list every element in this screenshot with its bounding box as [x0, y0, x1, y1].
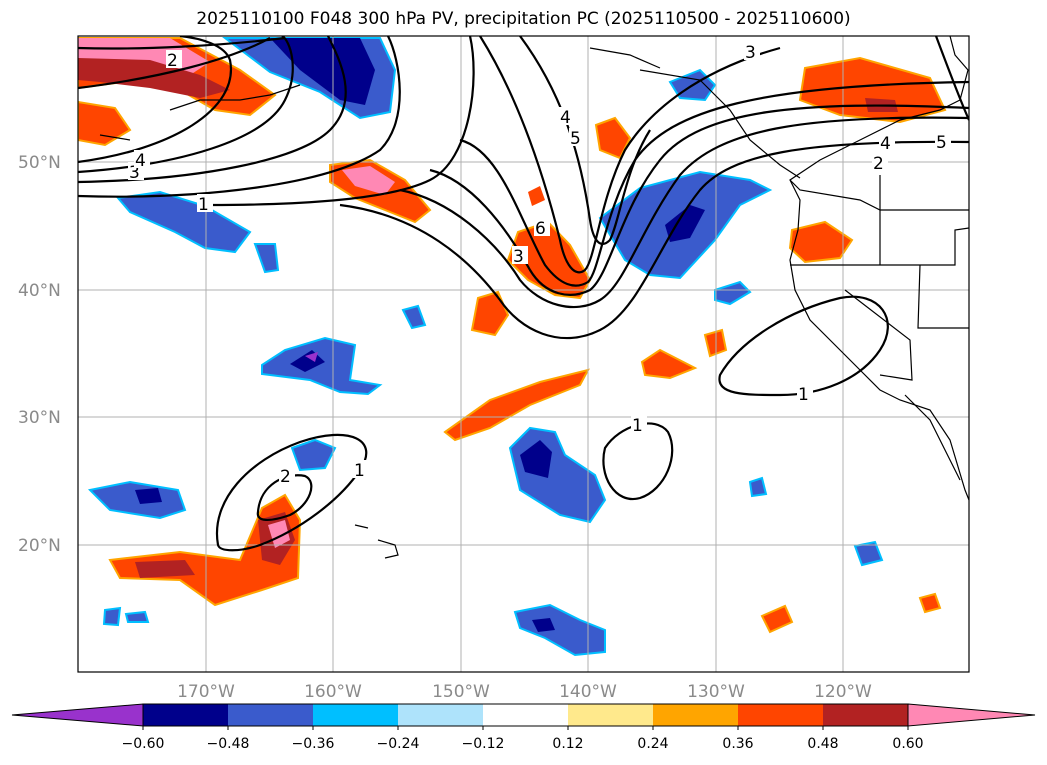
colorbar-segment: [738, 704, 823, 726]
precip-negative-14n-177w: [102, 606, 122, 627]
colorbar-segment: [228, 704, 313, 726]
precip-positive-31n-146w: [443, 368, 590, 442]
colorbar-tick-label: 0.12: [552, 736, 583, 752]
contour-label: 1: [632, 416, 643, 436]
precip-negative-13n-143w-core: [532, 618, 555, 632]
precip-negative-north-core: [270, 38, 375, 105]
colorbar-segment: [568, 704, 653, 726]
contour-label: 6: [535, 219, 546, 239]
colorbar-tick-label: −0.60: [122, 736, 165, 752]
precip-negative-27n-143w: [508, 426, 607, 524]
precip-negative-48n-170w: [116, 190, 252, 254]
precip-negative-39n-128w: [714, 280, 752, 306]
colorbar-tick-label: 0.48: [807, 736, 838, 752]
lon-label: 140°W: [559, 682, 617, 702]
colorbar-segment: [823, 704, 908, 726]
lon-label: 150°W: [432, 682, 490, 702]
colorbar-segment: [398, 704, 483, 726]
lat-label: 30°N: [18, 408, 61, 428]
precip-positive-17n-175w: [135, 560, 195, 578]
colorbar-tick-label: 0.36: [722, 736, 753, 752]
contour-label: 1: [354, 461, 365, 481]
contour-label: 2: [167, 51, 178, 71]
lon-label: 120°W: [814, 682, 872, 702]
contour-label: 1: [798, 385, 809, 405]
precip-positive-52n-160w-core: [342, 166, 395, 195]
contour-label: 3: [513, 247, 524, 267]
contour-label: 1: [198, 195, 209, 215]
coastlines: [99, 36, 969, 559]
graticule: [78, 36, 969, 672]
precip-negative-13n-143w: [513, 603, 606, 657]
precip-negative-14n-173w: [124, 610, 150, 623]
lat-label: 40°N: [18, 281, 61, 301]
precip-negative-25n-126w: [748, 476, 768, 498]
precip-positive-39n-149w: [470, 290, 510, 337]
precip-positive-trough: [506, 220, 592, 300]
precip-positive-45n-122w: [788, 220, 854, 264]
precip-negative-24n-175w: [87, 480, 187, 520]
precip-negative-47n-133w-core: [665, 205, 705, 242]
colorbar-tick-label: −0.48: [207, 736, 250, 752]
contour-label: 5: [570, 129, 581, 149]
precip-positive-34n-138w: [640, 348, 698, 380]
colorbar-extend-left: [11, 703, 144, 727]
lon-label: 160°W: [304, 682, 362, 702]
precip-negative-19n-118w: [853, 540, 884, 567]
precip-positive-15n-127w: [760, 604, 794, 634]
colorbar-extend-right: [907, 703, 1036, 727]
colorbar-tick-label: −0.36: [292, 736, 335, 752]
lat-label: 50°N: [18, 153, 61, 173]
contour-label: 3: [745, 43, 756, 63]
colorbar-tick-label: 0.24: [637, 736, 668, 752]
contour-label: 3: [129, 163, 140, 183]
lon-label: 170°W: [177, 682, 235, 702]
precip-negative-35n-160w: [261, 336, 383, 396]
precip-negative-28n-161w: [290, 438, 337, 472]
map-title: 2025110100 F048 300 hPa PV, precipitatio…: [196, 9, 851, 29]
contour-label: 2: [280, 467, 291, 487]
lon-label: 130°W: [687, 682, 745, 702]
precip-negative-45n-165w: [253, 243, 280, 274]
contour-label: 4: [135, 151, 146, 171]
precip-positive-20n-165w: [108, 493, 302, 607]
pv-contours: [78, 36, 969, 552]
positive-precip-areas: [78, 37, 947, 634]
colorbar-frame: [142, 703, 909, 727]
colorbar-segment: [653, 704, 738, 726]
contour-labels: 2 3 4 5 3 4 5 4 3 1 3 6 2 1: [129, 43, 947, 487]
precip-positive-16n-113w: [918, 592, 942, 614]
contour-label: 2: [873, 154, 884, 174]
colorbar-tick-label: 0.60: [892, 736, 923, 752]
latitude-labels: 50°N 40°N 30°N 20°N: [18, 153, 61, 556]
contour-label: 5: [936, 133, 947, 153]
map-frame: [77, 35, 970, 673]
negative-precip-areas: [87, 37, 884, 657]
longitude-labels: 170°W 160°W 150°W 140°W 130°W 120°W: [177, 682, 872, 702]
precip-positive-nw-band: [78, 58, 230, 98]
colorbar-tick-label: −0.24: [377, 736, 420, 752]
lat-label: 20°N: [18, 536, 61, 556]
precip-negative-24n-175w-core: [135, 488, 162, 504]
colorbar-segment: [483, 704, 568, 726]
colorbar-tick-label: −0.12: [462, 736, 505, 752]
precip-negative-27n-143w-core: [520, 440, 552, 478]
colorbar: −0.60 −0.48 −0.36 −0.24 −0.12 0.12 0.24 0.36 0.4…: [11, 703, 1036, 752]
precip-negative-38n-155w: [401, 304, 427, 330]
precip-negative-35n-160w-peak: [305, 352, 318, 362]
contour-label: 4: [880, 134, 891, 154]
precip-positive-47n-145w: [528, 186, 545, 206]
precip-positive-20n-165w-peak: [268, 520, 290, 548]
contour-label: 4: [560, 108, 571, 128]
map-area: 2 3 4 5 3 4 5 4 3 1 3 6 2 1: [78, 36, 969, 672]
colorbar-segment: [313, 704, 398, 726]
colorbar-segment: [143, 704, 228, 726]
